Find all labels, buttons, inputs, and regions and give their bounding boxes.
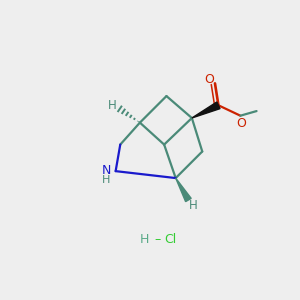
Text: H: H xyxy=(140,233,149,246)
Text: O: O xyxy=(236,117,246,130)
Text: N: N xyxy=(102,164,111,177)
Text: O: O xyxy=(204,73,214,86)
Text: H: H xyxy=(108,99,116,112)
Text: Cl: Cl xyxy=(164,233,176,246)
Text: H: H xyxy=(102,175,111,185)
Text: H: H xyxy=(189,199,197,212)
Polygon shape xyxy=(192,102,220,118)
Polygon shape xyxy=(176,178,191,202)
Text: –: – xyxy=(154,233,160,246)
